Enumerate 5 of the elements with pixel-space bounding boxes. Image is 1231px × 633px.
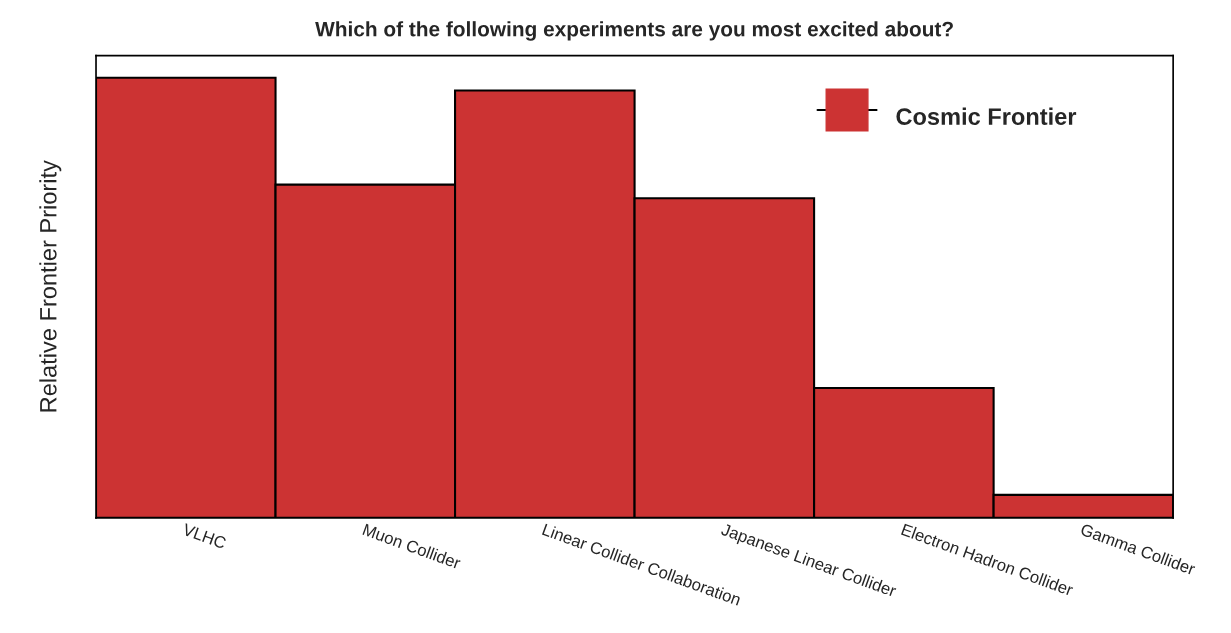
chart-title: Which of the following experiments are you most excited about?	[315, 21, 953, 41]
legend-label: Cosmic Frontier	[896, 107, 1077, 125]
y-axis-title: Relative Frontier Priority	[39, 160, 62, 412]
x-tick-label: VLHC	[181, 523, 227, 550]
x-tick-label: Muon Collider	[362, 523, 462, 570]
